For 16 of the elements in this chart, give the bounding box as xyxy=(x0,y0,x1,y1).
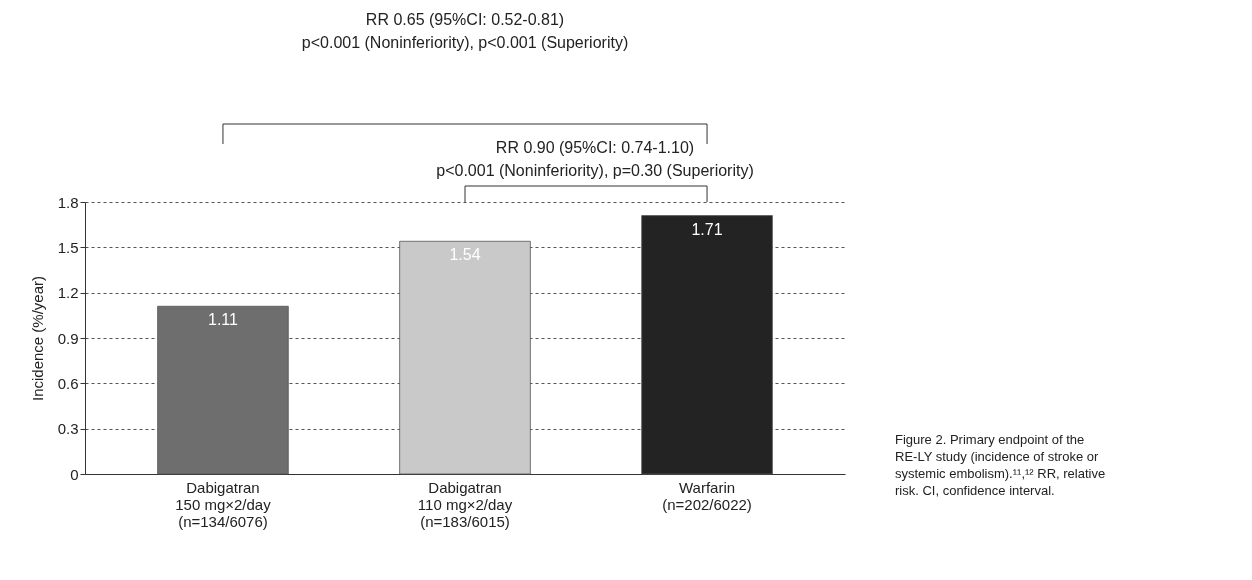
y-axis-title: Incidence (%/year) xyxy=(28,275,46,402)
caption: Figure 2. Primary endpoint of the RE-LY study (incidence of stroke or systemic embolism).¹¹,¹² RR, relative risk. CI, confidence interval. xyxy=(895,432,1106,498)
x-tick-label: Dabigatran 150 mg×2/day (n=134/6076) xyxy=(175,478,272,530)
y-tick-label: 1.5 xyxy=(57,238,79,256)
text: RR 0.65 (95%CI: 0.52-0.81) p<0.001 (Noninferiority), p<0.001 (Superiority) xyxy=(301,11,629,51)
y-tick-label: 0.3 xyxy=(57,420,79,438)
y-tick-label: 0 xyxy=(70,465,79,483)
x-tick-label: Dabigatran 110 mg×2/day (n=183/6015) xyxy=(417,478,513,530)
x-tick-label: Warfarin (n=202/6022) xyxy=(662,478,752,513)
y-tick-label: 1.2 xyxy=(57,284,79,302)
y-tick-label: 1.8 xyxy=(57,193,79,211)
y-tick-label: 0.9 xyxy=(57,329,79,347)
data-label: 1.11 xyxy=(207,311,239,329)
data-label: 1.71 xyxy=(691,220,723,238)
y-tick-label: 0.6 xyxy=(57,374,79,392)
text: RR 0.90 (95%CI: 0.74-1.10) p<0.001 (Noninferiority), p=0.30 (Superiority) xyxy=(436,139,754,179)
